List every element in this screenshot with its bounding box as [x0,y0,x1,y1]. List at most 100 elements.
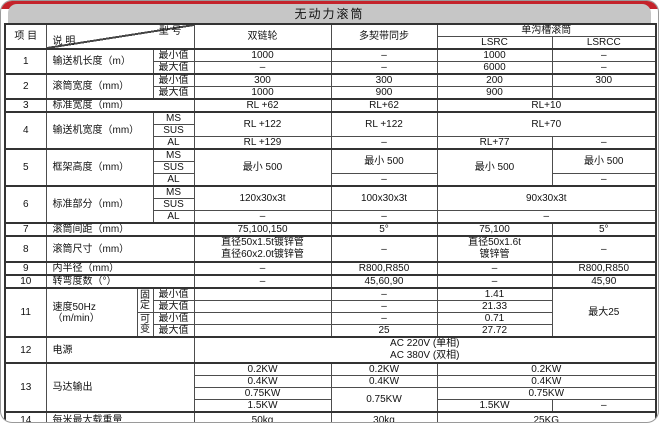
row-label: 输送机长度（m） [45,48,154,75]
row-label: 滚筒间距（mm） [45,222,195,237]
column-header-lsrcc: LSRCC [551,36,657,50]
table-cell: 27.72 [436,324,553,338]
table-cell: 0.2KW [193,362,332,376]
row-number: 2 [4,73,47,100]
table-cell: 21.33 [436,300,553,313]
table-cell: – [193,261,332,276]
spec-table: 项 目 说 明 型 号 双链轮 多契带同步 单沟槽滚筒 LSRC LSRCC 1… [4,23,658,422]
cell-line: 直径50x1.5t镀锌管 [221,237,304,248]
table-cell [193,312,332,325]
table-cell: – [551,48,657,62]
table-cell: 30kg [330,411,438,422]
table-cell: 50kg [193,411,332,422]
cell-line: 直径60x2.0t镀锌管 [221,249,304,260]
sub-label: MS [152,111,195,125]
row-number: 6 [4,185,47,224]
table-cell [551,86,657,100]
row-label: 滚筒宽度（mm） [45,73,154,100]
table-cell: 0.75KW [330,387,438,413]
sub-label: SUS [152,161,195,174]
table-cell: 0.71 [436,312,553,325]
table-cell: 45,90 [551,274,657,289]
sub-label: 最小值 [152,287,195,301]
table-cell: 200 [436,73,553,87]
table-cell: – [551,235,657,263]
table-cell: – [330,61,438,75]
table-cell: RL +62 [193,98,332,113]
table-cell: 0.75KW [436,387,657,400]
table-cell: RL +122 [330,111,438,137]
table-cell: 100x30x3t [330,185,438,211]
table-cell: 0.4KW [193,375,332,388]
cell-line: AC 380V (双相) [390,350,460,361]
row-number: 13 [4,362,47,413]
table-cell: – [330,136,438,150]
sub-label: 最小值 [152,48,195,62]
row-label: 框架高度（mm） [45,148,154,187]
table-cell: 最小 500 [330,148,438,174]
table-cell: 90x30x3t [436,185,657,211]
sub-label: 最大值 [152,61,195,75]
sub-label: 最大值 [152,86,195,100]
table-cell: 45,60,90 [330,274,438,289]
table-cell: – [551,399,657,413]
table-cell: 1000 [193,48,332,62]
table-cell: – [330,300,438,313]
group-label-variable: 可变 [136,312,154,338]
row-label: 输送机宽度（mm） [45,111,154,150]
table-cell: 1.5KW [436,399,553,413]
table-cell: 25 [330,324,438,338]
table-cell: – [551,136,657,150]
table-cell: – [330,210,438,224]
table-cell: 5° [551,222,657,237]
table-cell: 25KG [436,411,657,422]
table-cell: 5° [330,222,438,237]
table-cell: RL+77 [436,136,553,150]
row-number: 10 [4,274,47,289]
row-label: 标准部分（mm） [45,185,154,224]
column-header-single-groove: 单沟槽滚筒 [436,23,657,37]
cell-line: AC 220V (单相) [390,338,460,349]
row-label: 滚筒尺寸（mm） [45,235,195,263]
table-cell: 75,100 [436,222,553,237]
row-label: 电源 [45,336,195,364]
table-cell: 0.75KW [193,387,332,400]
table-cell: 900 [436,86,553,100]
table-cell: 120x30x3t [193,185,332,211]
table-cell: 直径50x1.5t镀锌管 直径60x2.0t镀锌管 [193,235,332,263]
row-number: 8 [4,235,47,263]
table-cell: 0.4KW [330,375,438,388]
table-cell: – [551,173,657,187]
table-cell: R800,R850 [330,261,438,276]
row-label: 转弯度数（°） [45,274,195,289]
row-label: 内半径（mm） [45,261,195,276]
table-cell [193,324,332,338]
column-header-lsrc: LSRC [436,36,553,50]
table-cell: 最小 500 [436,148,553,187]
sub-label: AL [152,210,195,224]
page-title: 无动力滚筒 [294,7,365,21]
table-cell: 1.5KW [193,399,332,413]
row-number: 14 [4,411,47,422]
sub-label: SUS [152,124,195,137]
table-cell: – [551,61,657,75]
header-model: 型 号 [158,26,182,37]
row-number: 3 [4,98,47,113]
header-desc: 说 明 [52,36,76,47]
row-label: 标准宽度（mm） [45,98,195,113]
table-cell: 300 [193,73,332,87]
header-diagonal-cell: 说 明 型 号 [45,23,195,50]
table-cell [193,287,332,301]
sub-label: 最小值 [152,312,195,325]
table-cell: 直径50x1.6t 镀锌管 [436,235,553,263]
table-cell: 1000 [436,48,553,62]
row-number: 11 [4,287,47,338]
row-label: 速度50Hz（m/min） [45,287,138,338]
row-number: 7 [4,222,47,237]
group-label-fixed: 固定 [136,287,154,313]
sub-label: 最大值 [152,300,195,313]
table-cell: 0.2KW [330,362,438,376]
table-cell: 1000 [193,86,332,100]
table-cell: 1.41 [436,287,553,301]
